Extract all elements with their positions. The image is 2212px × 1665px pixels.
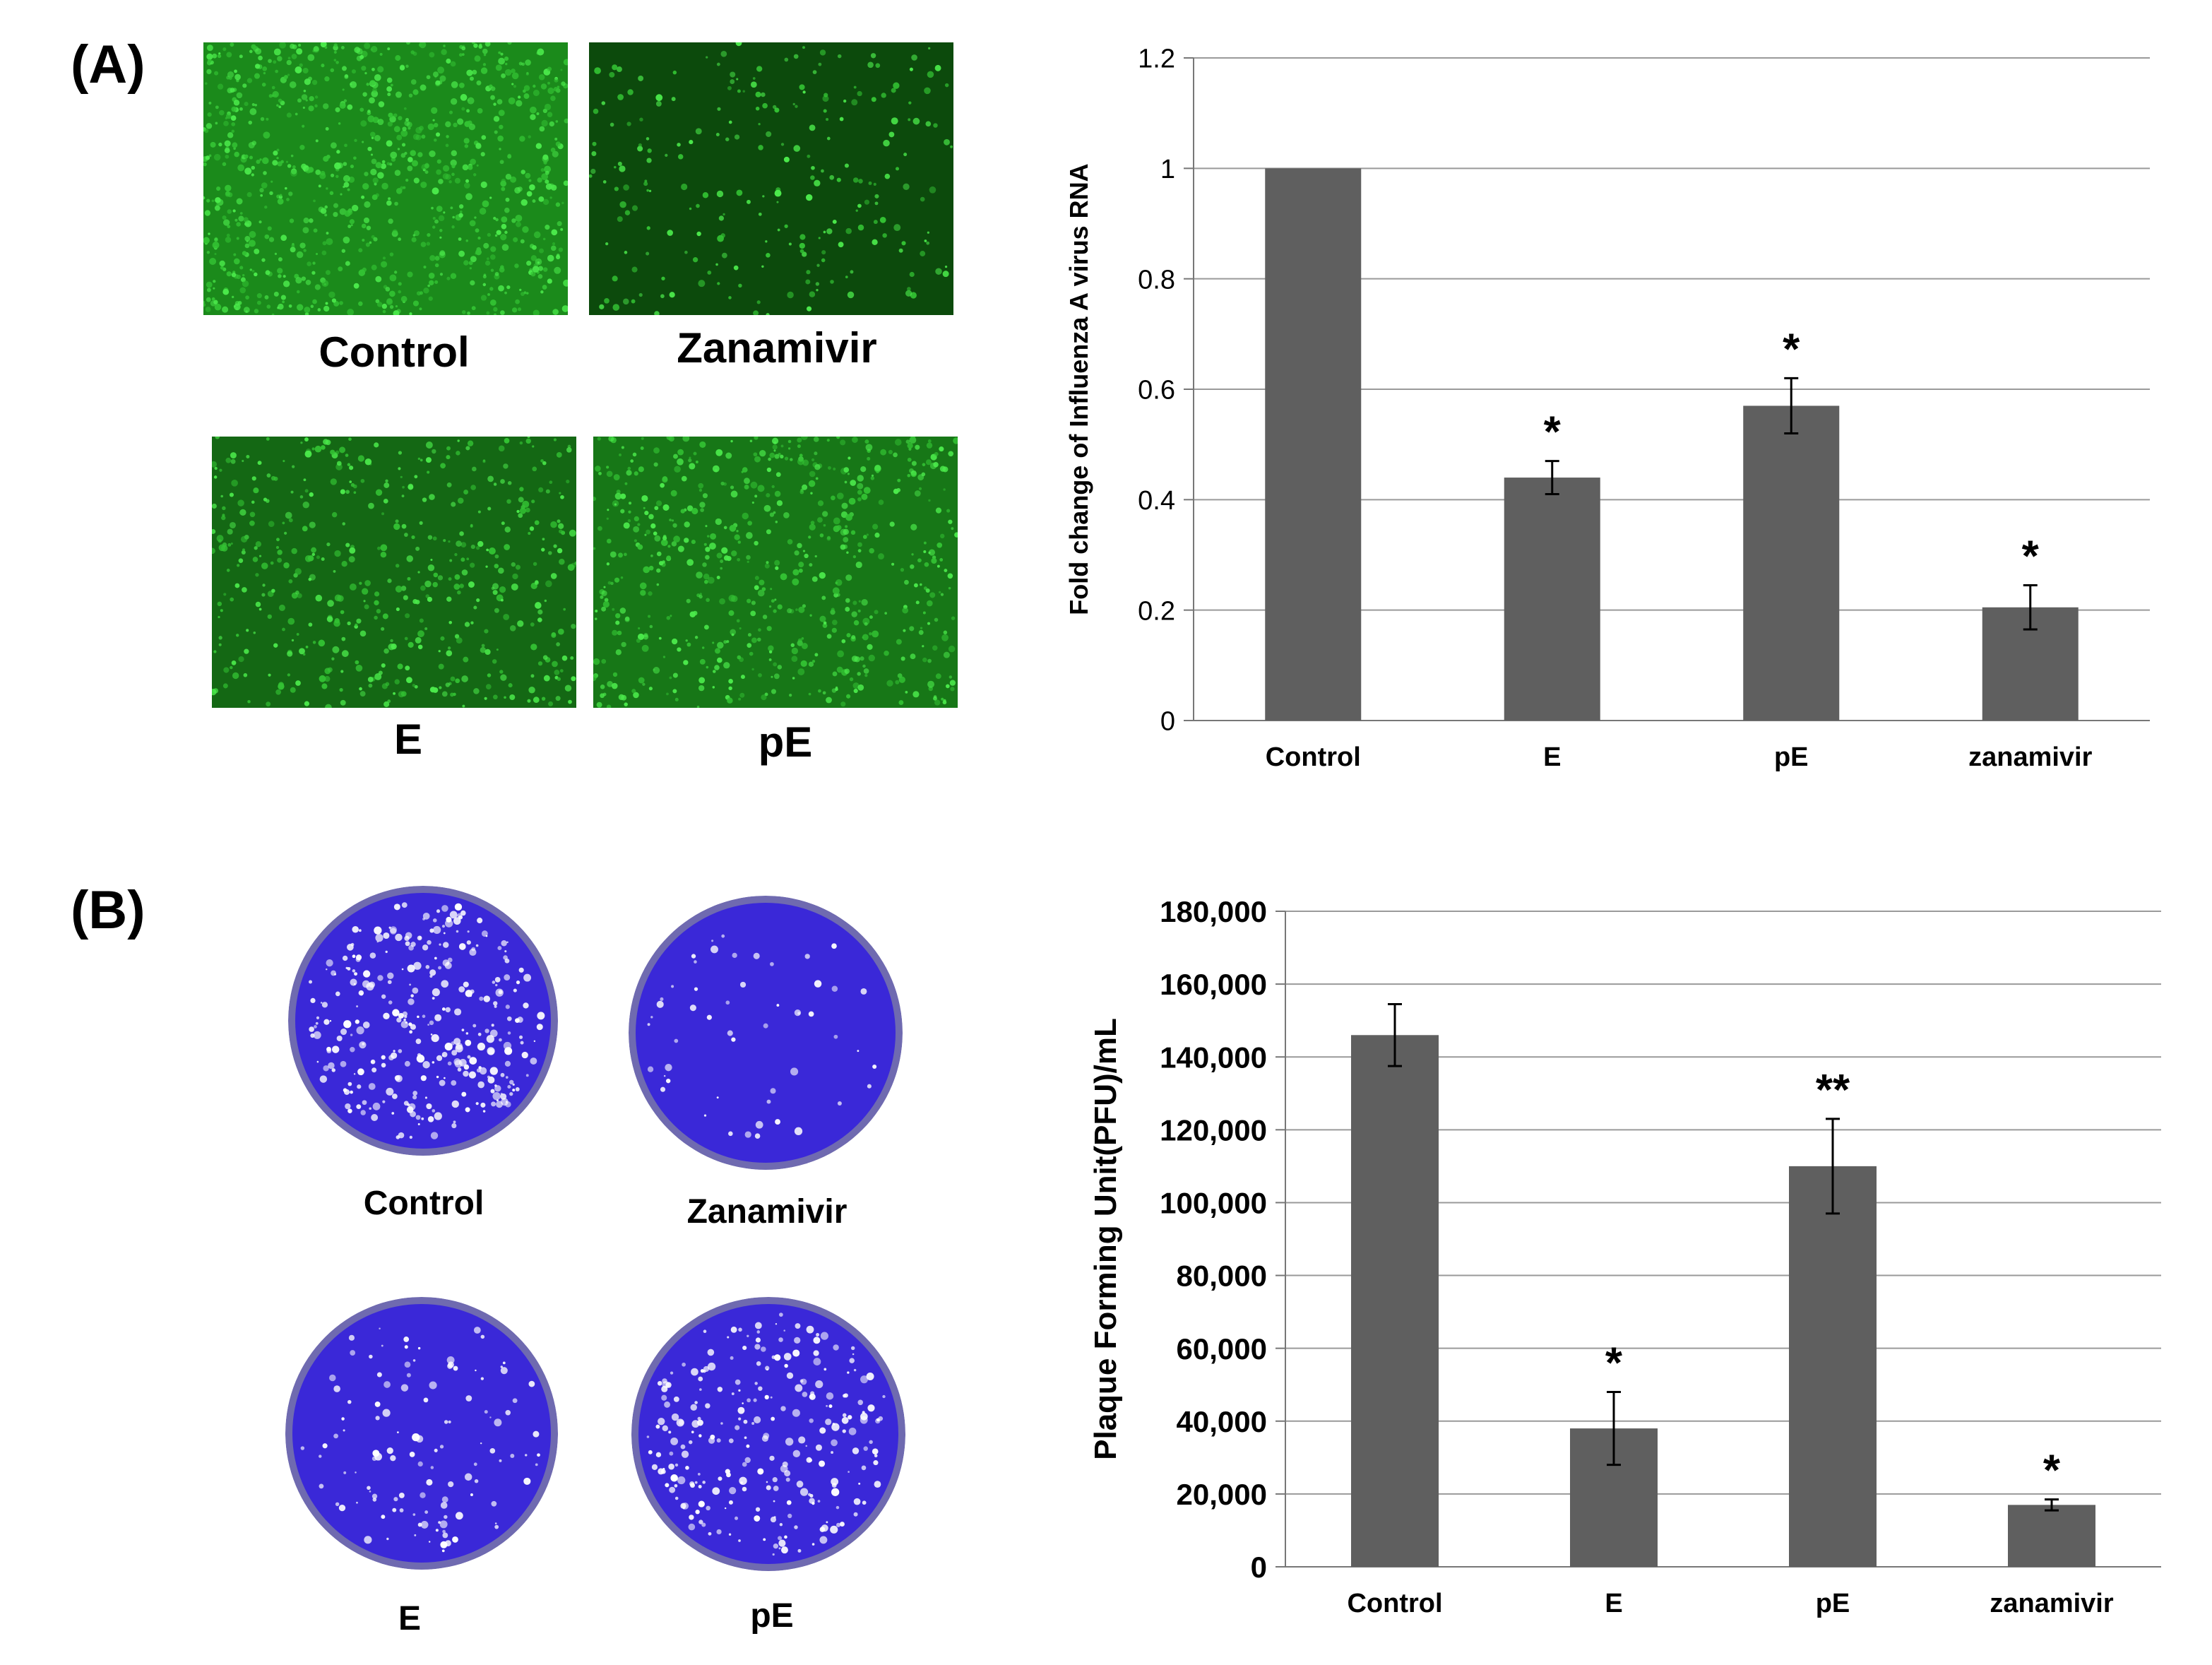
plaque-dish-e (285, 1297, 558, 1570)
undefined-ytick-label: 180,000 (1160, 895, 1267, 928)
undefined-bar (2008, 1505, 2095, 1567)
plaque-dish-control-caption: Control (363, 1185, 484, 1222)
micrograph-control (203, 42, 568, 315)
undefined-bar (1265, 168, 1362, 721)
undefined-ytick-label: 1 (1160, 155, 1175, 184)
undefined-significance: * (1544, 408, 1562, 457)
undefined-ytick-label: 100,000 (1160, 1187, 1267, 1220)
plaque-dish-pe (631, 1297, 905, 1571)
undefined-significance: * (1605, 1339, 1623, 1388)
undefined-ytick-label: 80,000 (1177, 1260, 1267, 1293)
undefined-ytick-label: 1.2 (1138, 45, 1175, 74)
micrograph-zanamivir-caption: Zanamivir (677, 324, 877, 372)
undefined-ytick-label: 0 (1251, 1551, 1267, 1584)
undefined-ytick-label: 0.2 (1138, 596, 1175, 626)
micrograph-e (212, 437, 576, 708)
undefined-significance: * (1783, 325, 1800, 374)
panel-a-label: (A) (71, 35, 145, 95)
undefined-significance: * (2043, 1447, 2061, 1495)
plaque-dish-zanamivir-caption: Zanamivir (686, 1193, 848, 1231)
undefined-category-label: pE (1774, 742, 1809, 772)
undefined-bar (1504, 478, 1600, 721)
micrograph-pe (593, 437, 958, 708)
plaque-dish-e-caption: E (398, 1600, 421, 1637)
undefined-ylabel: Fold change of Influenza A virus RNA (1064, 163, 1093, 615)
undefined-ytick-label: 160,000 (1160, 968, 1267, 1001)
undefined-category-label: pE (1816, 1589, 1850, 1618)
chart-a: 0 0.2 0.4 0.6 0.8 1 1.2 Control * E * pE * zanamivir F… (1064, 45, 2150, 772)
undefined-ytick-label: 20,000 (1177, 1478, 1267, 1511)
undefined-category-label: Control (1266, 742, 1361, 772)
micrograph-zanamivir (589, 42, 953, 315)
undefined-ytick-label: 140,000 (1160, 1041, 1267, 1074)
chart-b: 0 20,000 40,000 60,000 80,000 100,000 120,000 1… (1088, 895, 2161, 1618)
plaque-dish-control (288, 886, 558, 1156)
undefined-bar (1351, 1035, 1439, 1567)
micrograph-e-caption: E (393, 716, 423, 763)
undefined-ytick-label: 0 (1160, 707, 1175, 737)
panel-b-label: (B) (71, 880, 145, 940)
undefined-ytick-label: 60,000 (1177, 1332, 1267, 1365)
undefined-category-label: zanamivir (1990, 1589, 2114, 1618)
undefined-ytick-label: 0.6 (1138, 376, 1175, 405)
undefined-bar (1743, 405, 1840, 721)
micrograph-control-caption: Control (319, 328, 470, 376)
undefined-ytick-label: 0.4 (1138, 486, 1175, 516)
undefined-ytick-label: 120,000 (1160, 1113, 1267, 1146)
undefined-ytick-label: 0.8 (1138, 265, 1175, 295)
undefined-significance: * (2022, 532, 2040, 581)
undefined-category-label: E (1543, 742, 1561, 772)
undefined-category-label: Control (1347, 1589, 1442, 1618)
undefined-category-label: zanamivir (1968, 742, 2093, 772)
undefined-ytick-label: 40,000 (1177, 1405, 1267, 1438)
plaque-dish-pe-caption: pE (750, 1597, 794, 1635)
micrograph-pe-caption: pE (758, 718, 813, 766)
undefined-significance: ** (1816, 1066, 1850, 1115)
undefined-bar (1789, 1166, 1877, 1567)
undefined-category-label: E (1605, 1589, 1622, 1618)
undefined-ylabel: Plaque Forming Unit(PFU)/mL (1088, 1018, 1123, 1460)
plaque-dish-zanamivir (629, 896, 903, 1170)
